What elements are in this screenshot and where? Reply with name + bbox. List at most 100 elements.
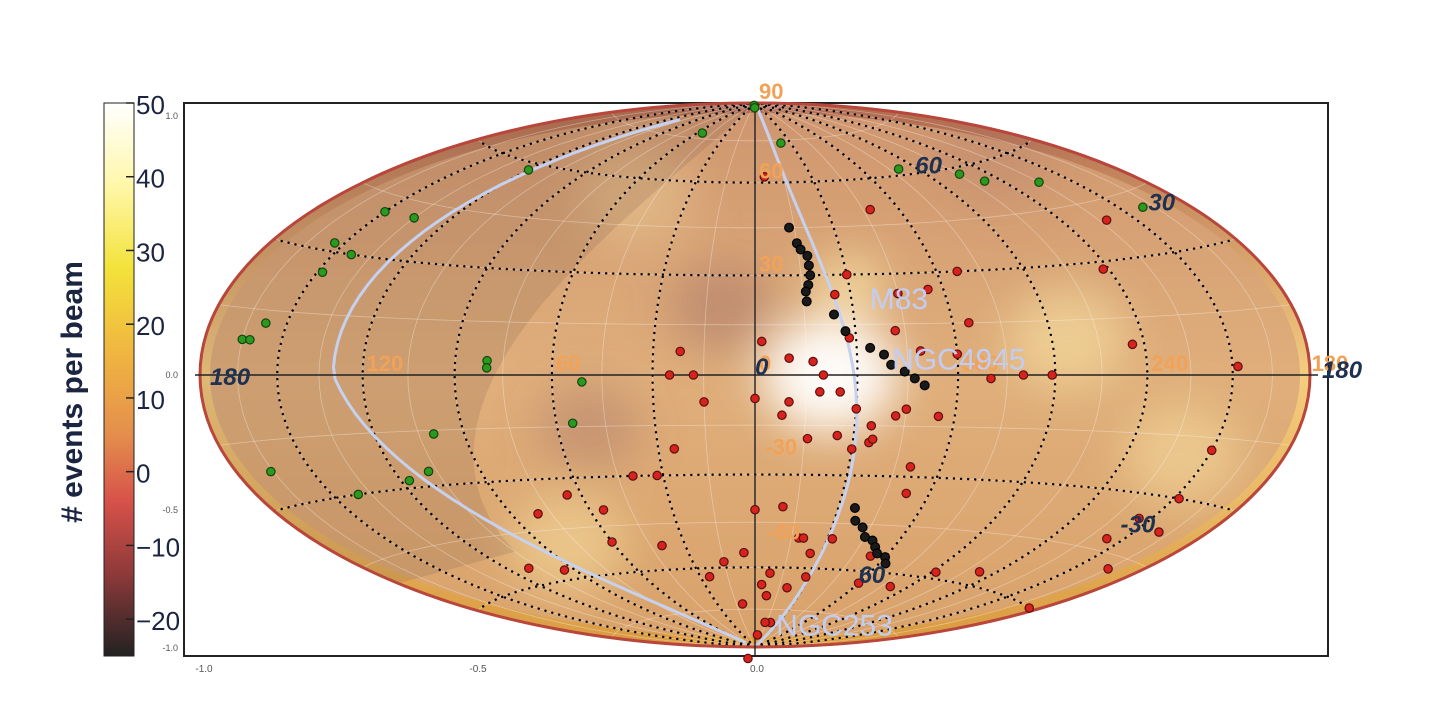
colorbar-tick-label: 20 bbox=[136, 311, 165, 341]
event-point-red bbox=[743, 653, 753, 664]
event-point-red bbox=[952, 266, 962, 277]
event-point-green bbox=[954, 169, 965, 179]
event-point-red bbox=[756, 336, 767, 347]
event-point-dark bbox=[801, 296, 812, 307]
frame-y-tick-label: -1.0 bbox=[162, 643, 178, 653]
event-point-red bbox=[818, 370, 829, 380]
frame-ticks: -1.0 -0.5 0.0 1.0 0.0 -0.5 -1.0 bbox=[162, 111, 764, 675]
colorbar-tick-label: 50 bbox=[136, 90, 165, 120]
intensity-hotspot bbox=[575, 142, 696, 245]
event-point-dark bbox=[803, 260, 814, 271]
event-point-red bbox=[866, 420, 877, 431]
event-point-green bbox=[1034, 177, 1044, 187]
event-point-red bbox=[778, 501, 788, 512]
event-point-dark bbox=[872, 548, 883, 559]
event-point-green bbox=[577, 377, 587, 387]
event-point-red bbox=[750, 504, 760, 515]
event-point-red bbox=[664, 370, 675, 380]
colorbar-tick-label: 30 bbox=[136, 237, 165, 267]
event-point-red bbox=[652, 470, 662, 481]
frame-x-tick-label: 0.0 bbox=[750, 664, 764, 675]
event-point-dark bbox=[795, 244, 806, 255]
event-point-red bbox=[739, 547, 749, 558]
event-point-red bbox=[1127, 339, 1138, 350]
event-point-red bbox=[607, 537, 617, 547]
event-point-dark bbox=[800, 286, 811, 297]
supergalactic-curve-left bbox=[331, 118, 747, 645]
event-point-red bbox=[890, 325, 901, 336]
event-point-red bbox=[974, 567, 985, 577]
event-point-red bbox=[1047, 370, 1057, 380]
galactic-grid-label: 180 bbox=[1322, 357, 1363, 384]
event-point-red bbox=[805, 548, 815, 559]
intensity-hotspot bbox=[1121, 404, 1242, 507]
equatorial-grid-label: 180 bbox=[1312, 351, 1349, 376]
event-point-red bbox=[765, 568, 775, 578]
event-point-red bbox=[752, 630, 763, 640]
event-point-red bbox=[901, 488, 912, 499]
event-point-red bbox=[598, 505, 609, 515]
event-point-dark bbox=[880, 558, 891, 569]
event-point-red bbox=[1134, 513, 1144, 524]
frame-x-tick-label: -0.5 bbox=[469, 664, 487, 675]
equatorial-grid-label: 300 bbox=[962, 351, 999, 376]
event-point-red bbox=[853, 578, 864, 588]
event-point-red bbox=[915, 346, 926, 356]
event-point-red bbox=[846, 444, 857, 454]
event-point-red bbox=[562, 490, 572, 500]
event-point-red bbox=[784, 397, 794, 407]
event-point-red bbox=[760, 617, 770, 628]
event-point-red bbox=[835, 387, 846, 397]
event-point-dark bbox=[802, 250, 813, 261]
colorbar: 50 40 30 20 10 0 −10 −20 # events per beam bbox=[56, 90, 180, 657]
event-point-green bbox=[979, 176, 990, 186]
event-point-red bbox=[675, 346, 685, 357]
event-point-red bbox=[759, 172, 770, 182]
equatorial-grid-label: 60 bbox=[759, 159, 783, 184]
event-point-red bbox=[802, 433, 813, 444]
dotted-meridian bbox=[753, 103, 960, 647]
colorbar-tick-label: 0 bbox=[136, 459, 150, 489]
event-point-green bbox=[776, 138, 786, 148]
colorbar-label: # events per beam bbox=[56, 261, 89, 523]
event-point-dark bbox=[840, 326, 851, 337]
event-point-green bbox=[697, 128, 708, 138]
event-point-red bbox=[1024, 603, 1035, 613]
event-point-red bbox=[808, 356, 818, 367]
event-point-red bbox=[1102, 533, 1112, 544]
event-point-green bbox=[266, 466, 276, 477]
galactic-grid-label: -30 bbox=[1121, 512, 1156, 539]
galactic-grid-label: 60 bbox=[859, 562, 886, 589]
event-point-red bbox=[1233, 361, 1243, 372]
equatorial-grid-label: 0 bbox=[759, 351, 771, 376]
dotted-meridian bbox=[275, 103, 757, 647]
event-point-red bbox=[777, 410, 787, 421]
event-point-red bbox=[704, 571, 715, 582]
event-point-green bbox=[567, 418, 578, 429]
event-point-red bbox=[719, 556, 729, 567]
event-point-red bbox=[533, 508, 543, 519]
event-point-red bbox=[1103, 564, 1113, 574]
event-point-dark bbox=[886, 359, 897, 370]
equatorial-grid-label: 60 bbox=[556, 351, 580, 376]
event-point-red bbox=[737, 599, 748, 609]
event-point-red bbox=[688, 370, 699, 380]
galactic-grid-label: 0 bbox=[755, 354, 769, 381]
event-point-dark bbox=[909, 373, 920, 384]
event-point-dark bbox=[849, 502, 860, 513]
event-point-red bbox=[798, 533, 809, 543]
event-point-red bbox=[559, 565, 570, 575]
event-point-red bbox=[761, 590, 772, 601]
event-point-red bbox=[923, 284, 933, 295]
event-point-red bbox=[1206, 445, 1217, 456]
event-point-red bbox=[829, 289, 840, 300]
colorbar-tick-label: −20 bbox=[136, 606, 180, 636]
event-point-red bbox=[628, 471, 638, 481]
event-point-red bbox=[669, 444, 680, 454]
source-label: NGC4945 bbox=[892, 343, 1025, 376]
colorbar-tick-label: 40 bbox=[136, 164, 165, 194]
event-point-green bbox=[523, 165, 534, 175]
equatorial-grid-label: -30 bbox=[765, 434, 797, 459]
frame-y-tick-label: 1.0 bbox=[165, 111, 178, 121]
event-point-red bbox=[890, 411, 901, 421]
